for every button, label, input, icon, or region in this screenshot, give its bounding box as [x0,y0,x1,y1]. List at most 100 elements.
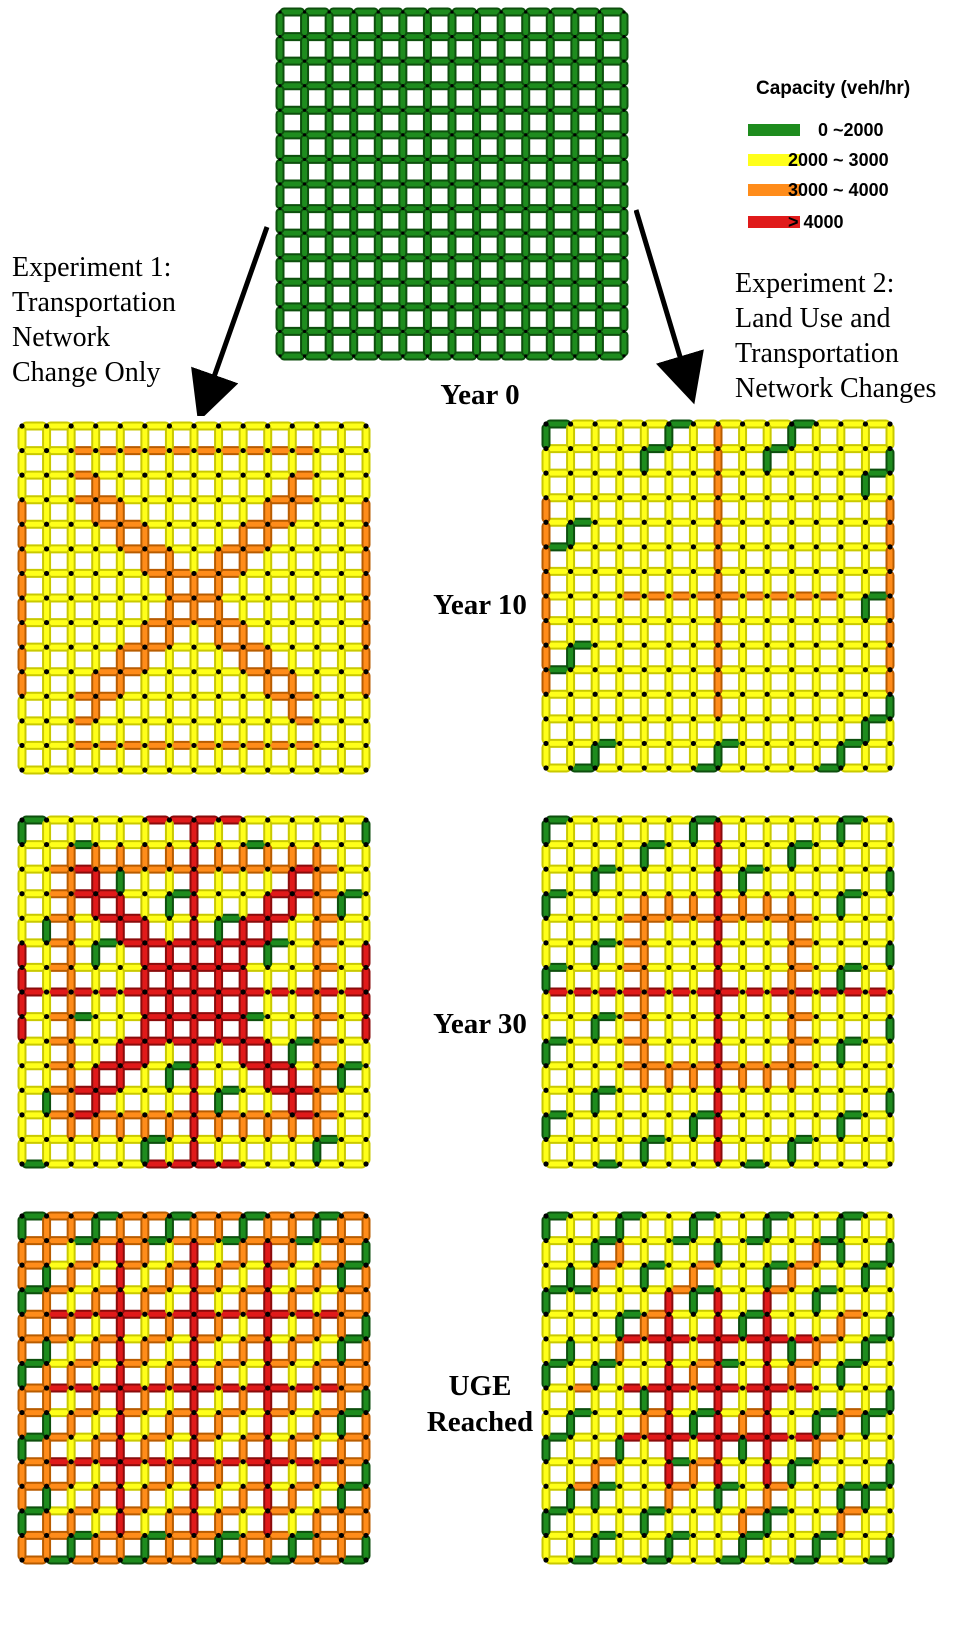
network-node [838,691,844,697]
network-node [573,305,577,309]
network-node [425,305,430,309]
network-node [617,716,623,722]
network-node [215,1063,222,1069]
network-node [68,891,74,897]
network-node [617,691,623,697]
network-node [862,740,869,747]
network-node [690,716,697,722]
network-node [592,568,598,575]
network-node [376,133,380,137]
network-node [19,718,25,724]
network-node [93,1112,99,1118]
network-node [191,570,197,577]
network-node [142,1013,148,1020]
network-node [862,667,869,673]
network-node [363,497,369,503]
network-node [166,989,173,995]
network-node [764,421,770,427]
network-node [363,767,369,773]
network-grid-exp2-year-30 [536,810,900,1174]
network-node [302,231,307,235]
network-node [363,940,369,946]
network-node [166,767,173,773]
legend-swatch-orange [748,184,800,196]
network-node [289,891,295,897]
network-node [314,423,320,429]
network-node [166,742,173,749]
network-node [567,716,574,722]
network-node [240,915,246,921]
network-node [93,423,99,429]
network-node [838,765,844,771]
network-node [862,617,869,624]
network-node [524,108,528,112]
network-node [363,964,369,971]
network-node [166,619,173,626]
network-node [93,964,99,971]
network-node [142,644,148,650]
network-node [166,521,173,527]
network-node [813,740,819,747]
network-node [622,59,626,63]
network-node [338,1013,345,1020]
network-node [166,891,173,897]
network-node [327,59,331,63]
network-node [191,1087,197,1093]
network-node [338,595,345,601]
network-node [43,767,50,773]
network-node [838,716,844,722]
network-node [191,521,197,527]
network-node [43,693,50,699]
network-node [499,182,503,186]
network-node [363,619,369,626]
network-node [641,593,647,599]
network-node [191,1013,197,1020]
network-node [215,693,222,699]
network-node [93,915,99,921]
network-node [117,693,123,699]
network-node [887,667,893,673]
network-node [289,570,295,577]
network-node [278,329,282,334]
network-node [567,691,574,697]
network-node [425,329,430,334]
network-node [524,34,528,39]
stage-label-year-30: Year 30 [433,1008,527,1040]
network-node [363,570,369,577]
network-node [715,593,721,599]
network-node [862,593,869,599]
network-node [142,964,148,971]
network-node [93,693,99,699]
network-node [166,817,173,823]
network-node [363,817,369,823]
network-node [265,497,271,503]
network-node [215,1161,222,1167]
network-node [838,445,844,452]
stage-label-year-0: Year 0 [440,379,520,411]
network-node [617,617,623,624]
network-node [314,964,320,971]
network-node [543,740,549,747]
network-node [240,866,246,872]
network-node [617,765,623,771]
network-node [215,964,222,971]
network-node [289,915,295,921]
network-node [93,1063,99,1069]
network-node [739,568,746,575]
network-node [567,445,574,452]
network-node [191,619,197,626]
network-node [573,34,577,39]
network-node [450,84,454,88]
network-node [573,354,577,358]
network-node [450,329,454,334]
network-node [215,619,222,626]
network-node [715,642,721,648]
network-node [314,619,320,626]
network-node [363,472,369,478]
legend-title: Capacity (veh/hr) [756,78,911,99]
network-node [166,570,173,577]
network-node [813,716,819,722]
network-node [142,1087,148,1093]
network-node [401,108,405,112]
network-node [289,423,295,429]
